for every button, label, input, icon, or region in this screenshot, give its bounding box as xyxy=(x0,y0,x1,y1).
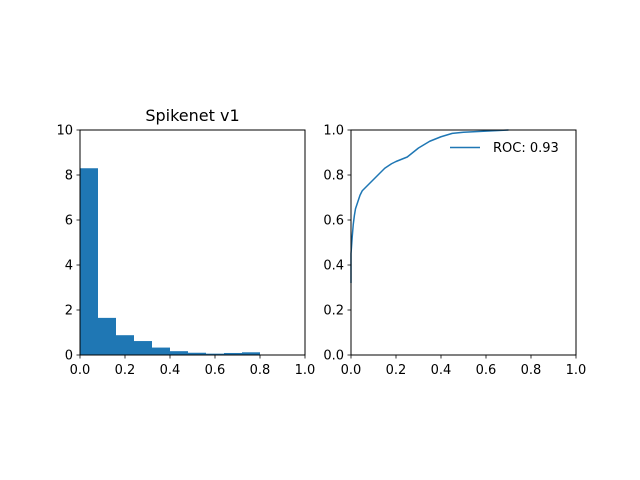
histogram-y-tick-label: 0 xyxy=(65,349,73,364)
histogram-panel: Spikenet v1 0.0 0.2 0.4 0.6 0.8 1.0 0 2 4 6 8 10 xyxy=(56,106,315,378)
roc-legend: ROC: 0.93 xyxy=(450,141,559,156)
histogram-bar xyxy=(152,347,170,355)
roc-y-tick-label: 0.2 xyxy=(323,304,344,319)
histogram-bar xyxy=(134,341,152,355)
roc-y-tick-label: 1.0 xyxy=(323,124,344,139)
histogram-x-tick-label: 1.0 xyxy=(295,363,316,378)
histogram-x-ticks: 0.0 0.2 0.4 0.6 0.8 1.0 xyxy=(70,355,316,378)
roc-x-ticks: 0.0 0.2 0.4 0.6 0.8 1.0 xyxy=(341,355,587,378)
histogram-bar xyxy=(170,351,188,355)
histogram-axes-frame xyxy=(79,129,306,356)
roc-y-tick-label: 0.4 xyxy=(323,259,344,274)
histogram-y-tick-label: 10 xyxy=(56,124,73,139)
histogram-x-tick-label: 0.8 xyxy=(250,363,271,378)
histogram-bar xyxy=(242,352,260,355)
roc-x-tick-label: 1.0 xyxy=(566,363,587,378)
roc-x-tick-label: 0.2 xyxy=(386,363,407,378)
roc-panel: 0.0 0.2 0.4 0.6 0.8 1.0 0.0 0.2 0.4 0.6 0.8 1.0 RO… xyxy=(323,124,586,379)
histogram-x-tick-label: 0.4 xyxy=(160,363,181,378)
histogram-bar xyxy=(188,352,206,355)
histogram-x-tick-label: 0.0 xyxy=(70,363,91,378)
histogram-x-tick-label: 0.6 xyxy=(205,363,226,378)
histogram-bar xyxy=(98,317,116,355)
roc-axes-frame xyxy=(350,129,577,356)
roc-curve xyxy=(350,129,509,283)
roc-y-ticks: 0.0 0.2 0.4 0.6 0.8 1.0 xyxy=(323,124,351,364)
histogram-x-tick-label: 0.2 xyxy=(115,363,136,378)
histogram-title: Spikenet v1 xyxy=(145,106,239,125)
roc-x-tick-label: 0.0 xyxy=(341,363,362,378)
histogram-y-ticks: 0 2 4 6 8 10 xyxy=(56,124,80,364)
roc-x-tick-label: 0.4 xyxy=(431,363,452,378)
histogram-bar xyxy=(224,352,242,355)
roc-legend-label: ROC: 0.93 xyxy=(493,141,559,156)
roc-x-tick-label: 0.6 xyxy=(476,363,497,378)
histogram-bar xyxy=(116,335,134,355)
histogram-bar xyxy=(80,168,98,355)
histogram-y-tick-label: 8 xyxy=(65,169,73,184)
histogram-bars xyxy=(80,168,260,355)
roc-series-line xyxy=(350,129,509,283)
roc-y-tick-label: 0.0 xyxy=(323,349,344,364)
histogram-y-tick-label: 4 xyxy=(65,259,73,274)
histogram-y-tick-label: 2 xyxy=(65,304,73,319)
roc-y-tick-label: 0.6 xyxy=(323,214,344,229)
histogram-bar xyxy=(206,353,224,355)
histogram-y-tick-label: 6 xyxy=(65,214,73,229)
roc-x-tick-label: 0.8 xyxy=(521,363,542,378)
roc-y-tick-label: 0.8 xyxy=(323,169,344,184)
